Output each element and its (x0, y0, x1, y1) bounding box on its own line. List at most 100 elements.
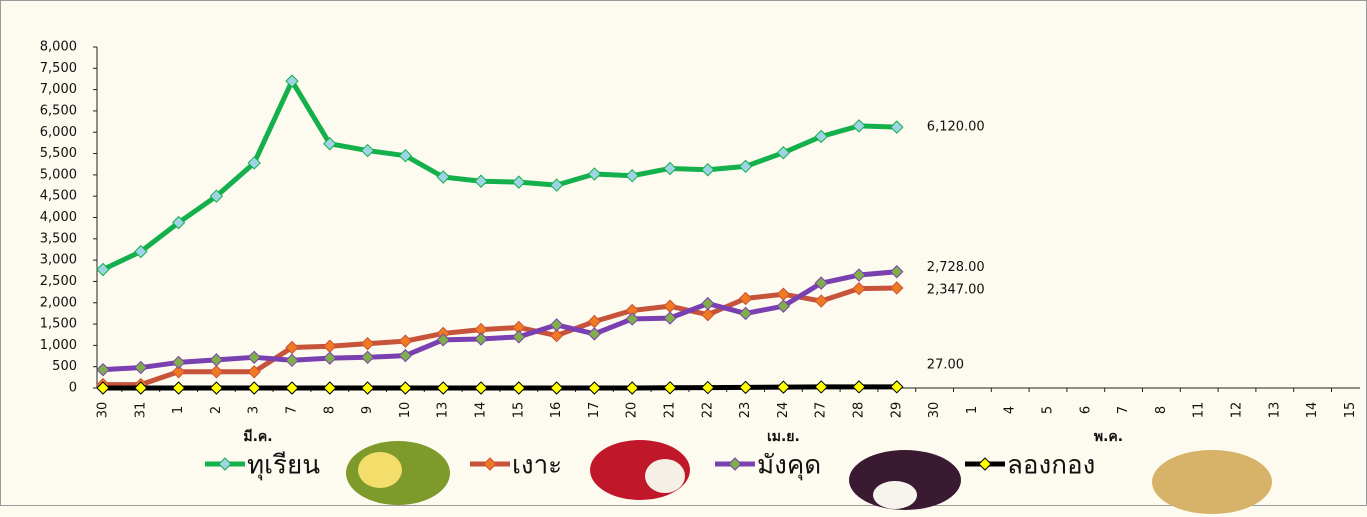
point-marker (436, 170, 450, 184)
point-marker (852, 380, 866, 394)
durian-flesh (358, 452, 402, 488)
legend-marker (218, 457, 232, 471)
x-tick-label: 22 (700, 402, 715, 419)
point-marker (663, 161, 677, 176)
series-line (102, 269, 898, 373)
point-marker (890, 265, 904, 279)
legend-label: ลองกอง (1007, 451, 1095, 481)
point-marker (247, 381, 261, 395)
x-tick-label: 5 (1041, 406, 1056, 414)
point-marker (398, 148, 413, 163)
point-marker (814, 129, 828, 144)
x-tick-label: 15 (511, 402, 526, 419)
point-marker (436, 333, 450, 347)
point-marker (285, 340, 299, 355)
x-tick-label: 13 (436, 402, 451, 419)
point-marker (738, 380, 753, 395)
x-tick-label: 30 (927, 402, 942, 419)
x-tick-label: 30 (96, 402, 111, 419)
series-line (103, 384, 897, 391)
point-marker (323, 137, 337, 151)
value-label: 2,347.00 (927, 282, 985, 297)
point-marker (398, 334, 413, 348)
x-tick-label: 20 (625, 402, 640, 419)
point-marker (512, 175, 526, 189)
point-marker (738, 291, 753, 306)
point-marker (814, 276, 828, 290)
x-tick-label: 14 (1305, 402, 1320, 419)
point-marker (625, 381, 639, 395)
point-marker (96, 362, 110, 377)
point-marker (96, 381, 110, 395)
point-marker (96, 262, 110, 277)
value-label: 2,728.00 (927, 260, 985, 275)
x-tick-label: 21 (663, 402, 678, 419)
point-marker (474, 381, 488, 395)
point-marker (776, 287, 791, 301)
frame (0, 0, 1367, 506)
y-tick-label: 500 (52, 359, 77, 374)
legend-label: ทุเรียน (247, 451, 320, 481)
x-tick-label: 23 (738, 402, 753, 419)
y-tick-label: 0 (69, 381, 77, 396)
point-marker (852, 268, 866, 282)
point-marker (285, 353, 299, 368)
x-tick-label: 6 (1078, 406, 1093, 414)
series-line (101, 78, 897, 272)
point-marker (209, 365, 224, 379)
x-tick-label: 11 (1192, 402, 1207, 419)
point-marker (171, 381, 186, 395)
point-marker (890, 120, 904, 134)
point-marker (360, 381, 375, 395)
y-tick-label: 4,500 (40, 189, 77, 204)
legend-label: มังคุด (757, 451, 821, 481)
x-tick-label: 13 (1267, 402, 1282, 419)
point-marker (701, 307, 715, 322)
point-marker (134, 381, 148, 395)
rambutan-flesh (645, 459, 685, 493)
y-tick-label: 6,500 (40, 103, 77, 118)
y-tick-label: 1,500 (40, 317, 77, 332)
point-marker (360, 143, 375, 158)
x-tick-label: 7 (1116, 406, 1131, 414)
x-tick-label: 10 (398, 402, 413, 419)
x-tick-label: 8 (322, 406, 337, 414)
x-tick-label: 17 (587, 402, 602, 419)
y-tick-label: 1,000 (40, 338, 77, 353)
point-marker (436, 381, 450, 395)
y-tick-label: 2,500 (40, 274, 77, 289)
point-marker (209, 189, 224, 203)
point-marker (171, 215, 186, 230)
point-marker (701, 380, 715, 395)
point-marker (323, 381, 337, 395)
x-group-label: เม.ย. (767, 429, 800, 445)
value-label: 6,120.00 (927, 120, 985, 135)
x-tick-label: 7 (285, 406, 300, 414)
point-marker (738, 159, 753, 174)
x-tick-label: 29 (889, 402, 904, 419)
point-marker (474, 332, 488, 346)
point-marker (247, 365, 261, 379)
mangosteen-flesh (873, 481, 917, 509)
legend-marker (483, 457, 497, 471)
y-tick-label: 8,000 (40, 40, 77, 55)
point-marker (474, 174, 488, 188)
x-tick-label: 3 (247, 406, 262, 414)
y-tick-label: 7,500 (40, 61, 77, 76)
point-marker (814, 380, 828, 394)
legend-label: เงาะ (512, 451, 562, 481)
x-tick-label: 14 (474, 402, 489, 419)
point-marker (814, 294, 828, 308)
point-marker (852, 119, 866, 133)
x-tick-label: 16 (549, 402, 564, 419)
legend-marker (728, 457, 742, 471)
point-marker (776, 299, 791, 313)
point-marker (738, 306, 753, 321)
point-marker (549, 178, 564, 192)
point-marker (701, 296, 715, 311)
x-tick-label: 1 (965, 406, 980, 414)
y-tick-label: 5,000 (40, 167, 77, 182)
y-tick-label: 6,000 (40, 125, 77, 140)
point-marker (134, 244, 148, 259)
